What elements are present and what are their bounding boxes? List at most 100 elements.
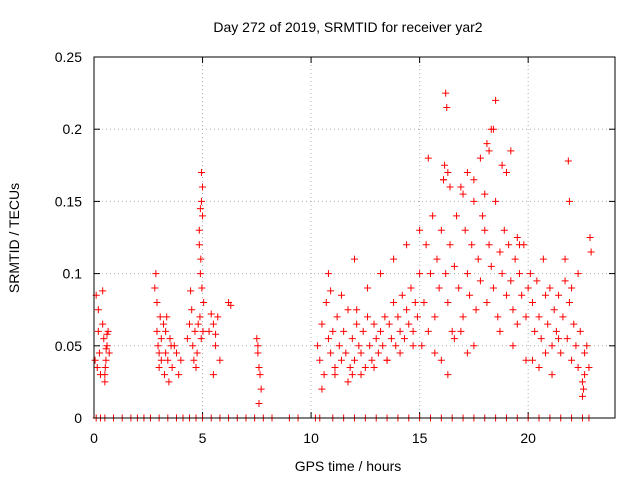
data-point — [383, 356, 391, 364]
data-point — [93, 363, 101, 371]
data-point — [515, 270, 523, 278]
data-point — [576, 327, 584, 335]
data-point — [546, 284, 554, 292]
data-point — [542, 291, 550, 299]
data-point — [177, 356, 185, 364]
data-point — [463, 169, 471, 177]
data-point — [377, 327, 385, 335]
data-point — [411, 298, 419, 306]
data-point — [426, 270, 434, 278]
data-point — [165, 378, 173, 386]
x-tick-label: 15 — [412, 430, 428, 446]
data-point — [357, 349, 365, 357]
data-point — [159, 320, 167, 328]
data-point — [470, 176, 478, 184]
data-point — [153, 327, 161, 335]
data-point — [511, 255, 519, 263]
data-point — [257, 385, 265, 393]
data-point — [409, 342, 417, 350]
data-point — [470, 197, 478, 205]
data-point — [390, 255, 398, 263]
data-point — [314, 342, 322, 350]
data-point — [437, 226, 445, 234]
data-point — [470, 342, 478, 350]
data-point — [513, 320, 521, 328]
data-point — [209, 320, 217, 328]
data-point — [348, 335, 356, 343]
data-point — [196, 205, 204, 213]
data-point — [359, 327, 367, 335]
data-point — [344, 306, 352, 314]
data-point — [463, 270, 471, 278]
data-point — [331, 371, 339, 379]
data-point — [448, 327, 456, 335]
data-point — [102, 356, 110, 364]
data-point — [91, 356, 99, 364]
data-point — [492, 96, 500, 104]
data-point — [580, 385, 588, 393]
x-axis-label: GPS time / hours — [295, 458, 402, 474]
data-point — [537, 335, 545, 343]
data-point — [550, 306, 558, 314]
data-point — [183, 335, 191, 343]
data-point — [385, 320, 393, 328]
data-point — [476, 277, 484, 285]
data-point — [101, 363, 109, 371]
data-point — [167, 342, 175, 350]
data-point — [563, 335, 571, 343]
data-point — [453, 212, 461, 220]
chart-title: Day 272 of 2019, SRMTID for receiver yar… — [213, 19, 482, 35]
data-point — [351, 255, 358, 263]
data-point — [162, 327, 170, 335]
data-point — [450, 262, 458, 270]
data-point — [515, 241, 523, 249]
data-point — [187, 287, 195, 295]
data-point — [101, 378, 109, 386]
data-point — [444, 169, 452, 177]
data-point — [209, 371, 217, 379]
data-point — [459, 313, 467, 321]
data-point — [413, 313, 421, 321]
data-point — [227, 301, 235, 309]
data-point — [188, 306, 196, 314]
y-tick-label: 0.05 — [55, 338, 82, 354]
data-point — [175, 371, 183, 379]
data-point — [502, 169, 510, 177]
data-point — [574, 363, 582, 371]
data-point — [513, 234, 521, 241]
data-point — [498, 161, 506, 169]
data-point — [446, 183, 454, 191]
data-point — [379, 342, 387, 350]
data-point — [102, 345, 110, 353]
data-point — [587, 248, 595, 256]
data-point — [431, 313, 439, 321]
data-point — [364, 284, 372, 292]
data-point — [212, 342, 220, 350]
data-point — [429, 212, 437, 220]
data-point — [103, 330, 111, 338]
data-point — [529, 298, 537, 306]
data-point — [507, 147, 515, 155]
data-point — [155, 349, 163, 357]
data-point — [496, 327, 504, 335]
data-point — [318, 385, 326, 393]
data-point — [101, 371, 109, 379]
x-tick-label: 20 — [520, 430, 536, 446]
data-point — [195, 226, 203, 234]
data-point — [156, 313, 164, 321]
data-point — [568, 356, 576, 364]
data-point — [418, 342, 426, 350]
data-point — [548, 342, 556, 350]
data-point — [337, 356, 345, 364]
data-point — [542, 349, 550, 357]
data-point — [316, 356, 324, 364]
data-point — [409, 327, 417, 335]
data-point — [324, 335, 332, 343]
data-point — [472, 306, 480, 314]
data-point — [400, 335, 408, 343]
data-point — [324, 270, 332, 278]
data-point — [94, 306, 102, 314]
data-point — [466, 291, 474, 299]
